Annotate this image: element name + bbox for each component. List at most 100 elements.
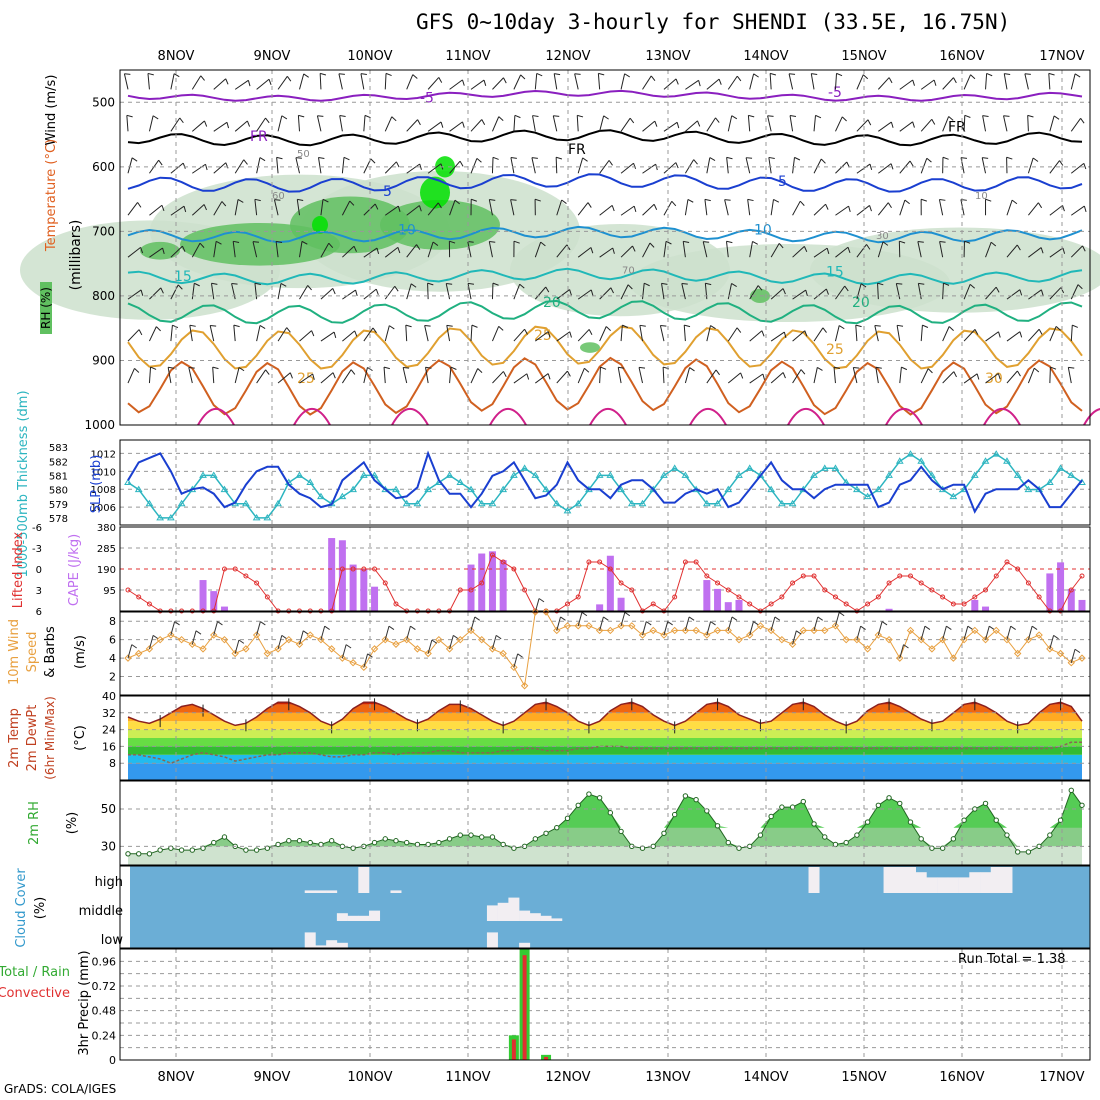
wind-barb xyxy=(620,162,634,174)
wind-speed-point xyxy=(156,635,164,644)
cloud-bar xyxy=(551,918,563,921)
thickness-point xyxy=(735,471,743,478)
wind-barb-flag xyxy=(746,157,753,159)
wind-barb-flag xyxy=(960,157,968,159)
wind-barb xyxy=(384,325,390,342)
wind-barb xyxy=(875,367,879,384)
wind-speed-point xyxy=(831,622,840,630)
wind-barb-flag xyxy=(1062,247,1066,254)
cape-bar xyxy=(714,588,722,611)
rh-point xyxy=(607,810,614,816)
wind-barb xyxy=(642,242,651,258)
wind-barb xyxy=(1003,115,1008,132)
cape-bar xyxy=(971,599,979,611)
wind-barb-flag xyxy=(939,240,946,243)
wind-barb-flag xyxy=(152,634,159,640)
slp-tick: 1012 xyxy=(91,449,116,460)
wind-barb-flag xyxy=(1006,156,1013,160)
wind-barb-flag xyxy=(939,199,946,201)
label-cloud-cover: Cloud Cover xyxy=(14,868,29,948)
wind-barb xyxy=(727,75,738,90)
wind-speed-point xyxy=(842,635,850,644)
wind-barb-flag xyxy=(1083,163,1087,170)
wind-speed-point xyxy=(585,622,593,630)
wind-barb-flag xyxy=(768,156,775,160)
wind-barb xyxy=(856,74,864,90)
wind-barb xyxy=(338,73,343,90)
lifted-index-point xyxy=(983,587,989,593)
lifted-index-point xyxy=(832,594,838,600)
wind-barb-flag xyxy=(890,121,894,128)
cloud-bar xyxy=(519,910,531,921)
wind-barb-flag xyxy=(189,324,196,327)
wind-barb-flag xyxy=(869,163,873,170)
wind-barb-flag xyxy=(183,206,187,213)
wind-barb-flag xyxy=(610,287,614,294)
wind-speed-point xyxy=(542,608,550,616)
wind-barb xyxy=(706,325,712,342)
isotherm-35-line xyxy=(293,407,331,426)
wind-speed-point xyxy=(338,654,347,662)
wind-barb xyxy=(899,121,913,132)
cape-bar xyxy=(360,569,368,611)
wind-barb-flag xyxy=(1040,289,1044,296)
wind-barb xyxy=(1027,367,1035,384)
wind-barb-flag xyxy=(698,80,701,87)
pressure-tick: 1000 xyxy=(84,418,115,432)
lifted-index-point xyxy=(822,587,828,593)
wind-barb xyxy=(449,635,454,650)
wind-barb xyxy=(277,76,288,90)
thickness-point xyxy=(1003,457,1011,464)
wind-barb-flag xyxy=(731,115,738,120)
wind-barb-flag xyxy=(247,80,251,87)
thickness-point xyxy=(542,485,550,493)
wind-barb xyxy=(213,78,227,90)
thickness-point xyxy=(874,485,883,493)
wind-barb-flag xyxy=(260,621,266,626)
wind-barb-flag xyxy=(1038,329,1043,335)
wind-barb-flag xyxy=(847,247,851,254)
wind-barb-flag xyxy=(354,330,358,337)
wind-barb xyxy=(299,373,313,384)
lifted-index-point xyxy=(875,594,881,600)
wind-barb xyxy=(638,367,644,384)
wind-barb-flag xyxy=(867,119,872,126)
thickness-point xyxy=(885,471,893,478)
wind-barb-flag xyxy=(822,327,827,333)
isotherm-line xyxy=(127,89,1083,102)
contour-label: 25 xyxy=(826,342,844,358)
cloud-bar xyxy=(486,932,498,948)
rh-tick: 50 xyxy=(101,802,116,816)
wind-barb-flag xyxy=(489,241,496,243)
wind-barb xyxy=(126,115,129,132)
wind-panel xyxy=(119,611,1091,696)
wind-barb-flag xyxy=(1053,115,1060,120)
wind-barb xyxy=(406,626,411,640)
wind-barb xyxy=(534,286,547,300)
wind-barb-flag xyxy=(489,199,496,201)
label-temperature: Temperature (°C) xyxy=(44,139,59,252)
wind-barb-flag xyxy=(364,114,371,119)
wind-speed-point xyxy=(810,626,818,635)
rh-point xyxy=(371,839,378,846)
precip-convective-bar xyxy=(522,955,527,1060)
wind-barb-flag xyxy=(276,156,283,160)
wind-barb xyxy=(149,204,163,216)
date-label-top: 13NOV xyxy=(645,49,690,64)
wind-barb-flag xyxy=(633,163,637,170)
wind-barb xyxy=(852,367,858,384)
wind-barb-flag xyxy=(343,156,350,161)
rh-point xyxy=(693,796,699,803)
wind-barb xyxy=(835,205,849,216)
wind-barb-flag xyxy=(188,366,195,369)
thickness-tick: 580 xyxy=(49,486,68,497)
lifted-index-point xyxy=(564,601,570,607)
wind-barb-flag xyxy=(238,367,245,372)
wind-barb-flag xyxy=(440,121,444,128)
wind-speed-point xyxy=(478,635,486,644)
thickness-point xyxy=(713,499,722,507)
rh-point xyxy=(618,828,624,835)
wind-barb xyxy=(510,199,515,216)
cloud-bar xyxy=(358,915,370,921)
